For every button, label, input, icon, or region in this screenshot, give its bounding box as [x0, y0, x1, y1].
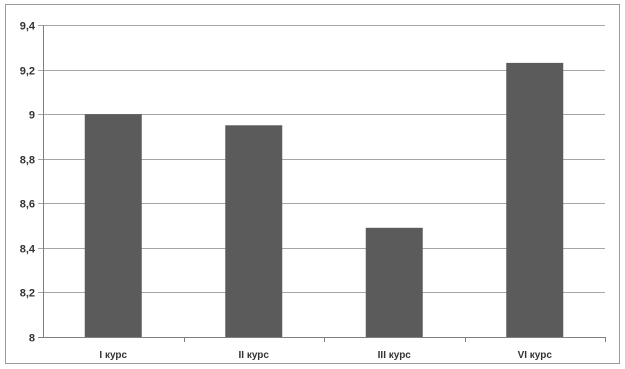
bar: [84, 114, 142, 338]
bar: [365, 227, 423, 337]
y-tick-label: 8,6: [20, 199, 35, 211]
x-category-label: II курс: [239, 350, 270, 361]
x-category-label: I курс: [99, 350, 127, 361]
y-tick-label: 8: [29, 333, 35, 345]
y-tick-label: 9: [29, 110, 35, 122]
y-tick-label: 8,4: [20, 244, 36, 256]
bar: [225, 125, 283, 338]
x-category-label: VI курс: [518, 350, 553, 361]
y-tick-label: 9,4: [20, 21, 36, 33]
bar: [506, 62, 564, 338]
x-category-label: III курс: [378, 350, 412, 361]
y-tick-label: 8,8: [20, 155, 35, 167]
y-tick-label: 9,2: [20, 66, 35, 78]
y-tick-label: 8,2: [20, 288, 35, 300]
